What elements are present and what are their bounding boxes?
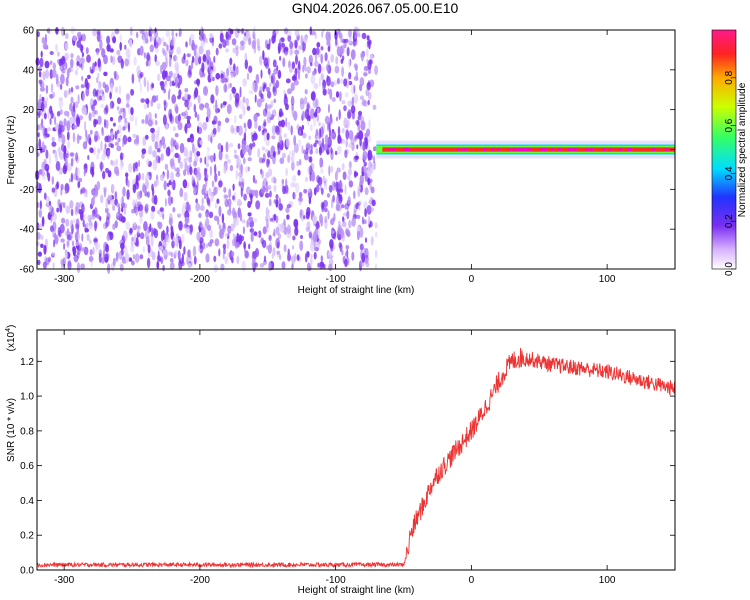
y-tick-label: 0.6 [20,461,34,472]
spectrogram-x-ticks: -300 -200 -100 0 100 [54,30,616,285]
signal-band [376,140,675,159]
y-tick-label: 0.4 [20,496,34,507]
x-tick-label: 100 [599,575,616,586]
x-tick-label: -200 [190,274,210,285]
chart-title: GN04.2026.067.05.00.E10 [291,0,459,16]
spectrogram-y-axis-label: Frequency (Hz) [6,116,17,185]
y-tick-label: 0.2 [20,531,34,542]
x-tick-label: -100 [326,575,346,586]
y-tick-label: 40 [23,65,35,76]
noise-texture [35,25,379,274]
x-tick-label: 0 [469,575,475,586]
x-tick-label: -200 [190,575,210,586]
y-tick-label: 1.2 [20,357,34,368]
x-tick-label: -300 [54,274,74,285]
colorbar-gradient [712,30,736,269]
snr-x-ticks: -300 -200 -100 0 100 [54,330,616,586]
spectrogram-heatmap [35,25,675,274]
x-tick-label: 100 [599,274,616,285]
x-tick-label: -100 [326,274,346,285]
y-tick-label: 0.8 [20,426,34,437]
y-tick-label: -60 [20,265,35,276]
y-tick-label: 1.0 [20,392,34,403]
colorbar-frame [711,29,737,270]
colorbar-tick-label: 0.0 [724,262,735,276]
colorbar-tick-label: 0.4 [724,166,735,180]
snr-series [36,348,676,569]
y-tick-label: 20 [23,105,35,116]
snr-y-ticks: 0.0 0.2 0.4 0.6 0.8 1.0 1.2 [20,357,675,577]
y-tick-label: -40 [20,225,35,236]
x-tick-label: 0 [469,274,475,285]
snr-y-axis-label: SNR (10 * v/v) [6,398,17,462]
colorbar [712,30,736,269]
colorbar-tick-label: 0.6 [724,118,735,132]
colorbar-tick-label: 0.2 [724,214,735,228]
colorbar-tick-label: 0.8 [724,70,735,84]
y-tick-label: 0.0 [20,566,34,577]
snr-x-axis-label: Height of straight line (km) [298,585,415,596]
spectrogram-x-axis-label: Height of straight line (km) [298,285,415,296]
snr-frame [36,329,676,571]
colorbar-ticks: 0.0 0.2 0.4 0.6 0.8 [724,70,736,276]
snr-scale-label: (x104) [5,325,17,352]
colorbar-label: Normalized spectral amplitude [737,82,748,217]
y-tick-label: -20 [20,185,35,196]
x-tick-label: -300 [54,575,74,586]
spectrogram-y-ticks: -60 -40 -20 0 20 40 60 [20,26,675,276]
y-tick-label: 60 [23,26,35,37]
y-tick-label: 0 [28,145,34,156]
snr-line [36,348,676,569]
